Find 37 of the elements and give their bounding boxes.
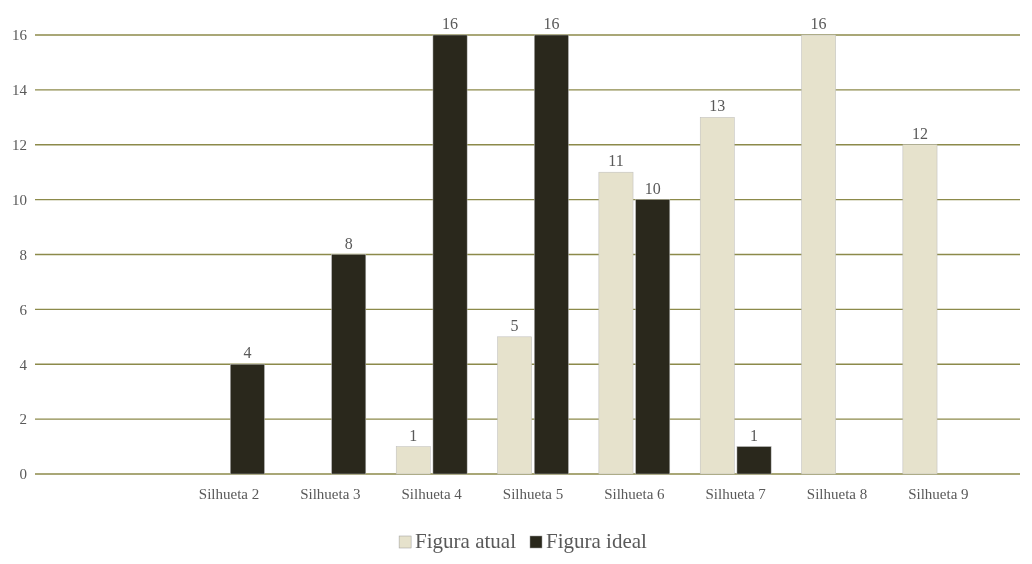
data-label: 13 (709, 97, 726, 115)
data-label: 16 (442, 15, 459, 32)
data-label: 16 (543, 15, 560, 32)
legend-label: Figura ideal (546, 529, 648, 553)
y-tick-label: 4 (19, 356, 28, 373)
y-tick-label: 8 (19, 246, 27, 263)
x-tick-label: Silhueta 8 (806, 485, 868, 502)
x-tick-label: Silhueta 6 (604, 485, 666, 502)
x-tick-label: Silhueta 7 (705, 485, 767, 502)
x-tick-label: Silhueta 2 (198, 485, 260, 502)
y-tick-label: 6 (19, 301, 28, 318)
data-label: 11 (608, 152, 624, 170)
y-tick-label: 12 (12, 137, 27, 154)
y-tick-label: 2 (19, 411, 27, 428)
y-tick-label: 16 (12, 27, 28, 44)
bar (801, 34, 836, 475)
bar (497, 336, 532, 475)
data-label: 1 (750, 426, 759, 444)
data-label: 10 (644, 179, 661, 197)
bar (230, 364, 265, 475)
x-tick-label: Silhueta 4 (401, 485, 463, 502)
data-label: 12 (911, 124, 928, 142)
y-tick-label: 10 (12, 191, 27, 208)
y-tick-label: 0 (19, 466, 27, 483)
bar (534, 34, 569, 475)
x-tick-label: Silhueta 3 (300, 485, 361, 502)
x-tick-label: Silhueta 9 (908, 485, 969, 502)
data-label: 8 (344, 234, 353, 252)
legend-label: Figura atual (415, 529, 517, 553)
data-label: 16 (810, 15, 827, 32)
data-label: 5 (510, 316, 519, 334)
x-tick-label: Silhueta 5 (502, 485, 564, 502)
bar (331, 254, 367, 475)
y-tick-label: 14 (12, 82, 28, 99)
data-label: 1 (409, 426, 418, 444)
bar (902, 144, 938, 475)
data-label: 4 (243, 344, 252, 362)
